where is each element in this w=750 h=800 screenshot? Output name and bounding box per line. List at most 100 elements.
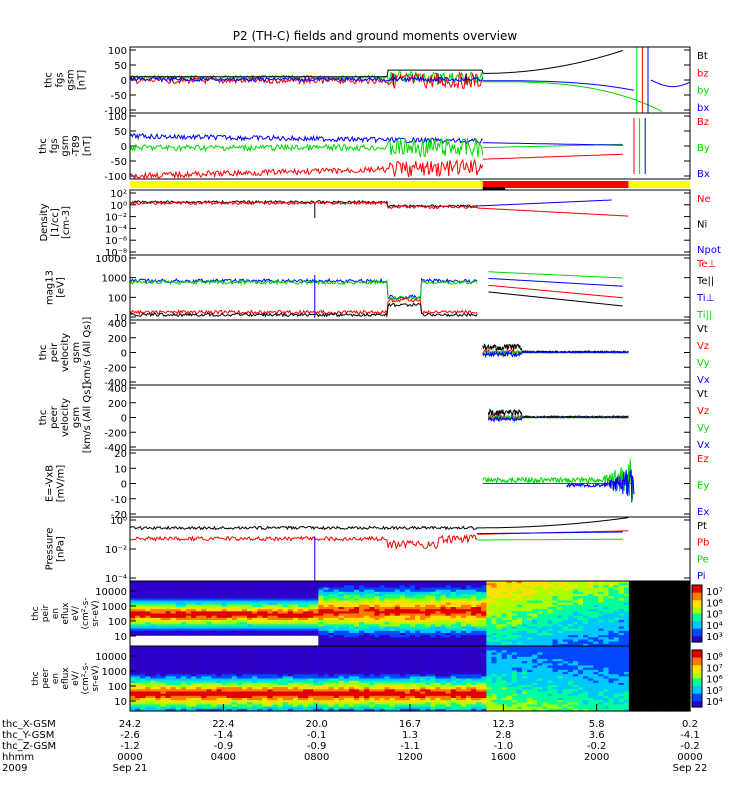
spectrogram-cell bbox=[359, 682, 365, 686]
spectrogram-cell bbox=[328, 628, 335, 632]
spectrogram-cell bbox=[318, 628, 325, 632]
spectrogram-cell bbox=[394, 656, 401, 660]
spectrogram-cell bbox=[201, 674, 207, 677]
spectrogram-cell bbox=[542, 633, 549, 636]
spectrogram-cell bbox=[547, 622, 554, 625]
spectrogram-cell bbox=[292, 652, 299, 656]
spectrogram-cell bbox=[150, 615, 157, 619]
spectrogram-cell bbox=[415, 624, 421, 628]
spectrogram-cell bbox=[364, 676, 370, 680]
spectrogram-cell bbox=[603, 607, 610, 610]
spectrogram-cell bbox=[267, 693, 274, 697]
spectrogram-cell bbox=[679, 607, 686, 610]
spectrogram-cell bbox=[466, 628, 472, 632]
spectrogram-cell bbox=[394, 702, 401, 706]
spectrogram-cell bbox=[191, 587, 197, 591]
spectrogram-cell bbox=[542, 581, 549, 584]
spectrogram-cell bbox=[598, 581, 605, 584]
spectrogram-cell bbox=[527, 594, 533, 597]
spectrogram-cell bbox=[618, 615, 625, 619]
spectrogram-cell bbox=[501, 587, 508, 591]
spectrogram-cell bbox=[318, 700, 325, 703]
spectrogram-cell bbox=[481, 639, 487, 643]
spectrogram-cell bbox=[303, 622, 309, 625]
spectrogram-cell bbox=[460, 581, 467, 584]
spectrogram-cell bbox=[491, 628, 498, 632]
spectrogram-cell bbox=[272, 611, 279, 615]
spectrogram-cell bbox=[287, 706, 294, 710]
spectrogram-cell bbox=[379, 630, 386, 634]
spectrogram-cell bbox=[247, 615, 253, 619]
spectrogram-cell bbox=[364, 656, 370, 660]
spectrogram-cell bbox=[150, 689, 157, 693]
spectrogram-cell bbox=[338, 682, 345, 686]
spectrogram-cell bbox=[277, 676, 284, 680]
y-tick-label: 0 bbox=[121, 76, 127, 87]
spectrogram-cell bbox=[537, 600, 543, 604]
spectrogram-cell bbox=[369, 652, 375, 656]
spectrogram-cell bbox=[618, 620, 625, 623]
spectrogram-cell bbox=[231, 615, 238, 619]
spectrogram-cell bbox=[379, 676, 386, 680]
spectrogram-cell bbox=[155, 585, 162, 589]
spectrogram-cell bbox=[399, 630, 406, 634]
spectrogram-cell bbox=[359, 650, 365, 654]
spectrogram-cell bbox=[481, 609, 487, 612]
spectrogram-cell bbox=[404, 630, 411, 634]
spectrogram-cell bbox=[542, 622, 549, 625]
spectrogram-cell bbox=[583, 639, 589, 643]
spectrogram-cell bbox=[354, 643, 360, 647]
spectrogram-cell bbox=[425, 600, 431, 604]
spectrogram-cell bbox=[196, 661, 202, 664]
spectrogram-cell bbox=[384, 648, 391, 651]
spectrogram-cell bbox=[262, 624, 269, 628]
spectrogram-cell bbox=[282, 704, 289, 708]
spectrogram-cell bbox=[247, 691, 253, 695]
spectrogram-cell bbox=[231, 661, 238, 664]
spectrogram-cell bbox=[160, 661, 167, 664]
legend-entry: Te⊥ bbox=[696, 259, 716, 270]
spectrogram-cell bbox=[369, 646, 375, 649]
spectrogram-cell bbox=[348, 626, 355, 630]
spectrogram-cell bbox=[343, 652, 350, 656]
spectrogram-cell bbox=[180, 583, 187, 586]
spectrogram-cell bbox=[460, 617, 467, 621]
spectrogram-cell bbox=[547, 583, 554, 586]
spectrogram-cell bbox=[226, 622, 233, 625]
spectrogram-cell bbox=[145, 689, 151, 693]
spectrogram-cell bbox=[527, 641, 533, 645]
spectrogram-cell bbox=[252, 704, 258, 708]
spectrogram-cell bbox=[236, 661, 243, 664]
spectrogram-cell bbox=[608, 637, 615, 641]
spectrogram-cell bbox=[226, 685, 233, 688]
spectrogram-cell bbox=[206, 607, 213, 610]
spectrogram-cell bbox=[404, 628, 411, 632]
spectrogram-cell bbox=[466, 635, 472, 638]
spectrogram-cell bbox=[527, 613, 533, 617]
spectrogram-cell bbox=[399, 622, 406, 625]
spectrogram-cell bbox=[343, 687, 350, 690]
spectrogram-cell bbox=[160, 596, 167, 599]
spectrogram-cell bbox=[369, 661, 375, 664]
spectrogram-cell bbox=[135, 617, 141, 621]
spectrogram-cell bbox=[410, 604, 416, 608]
spectrogram-cell bbox=[532, 643, 538, 647]
spectrogram-cell bbox=[333, 687, 340, 690]
spectrogram-cell bbox=[130, 656, 136, 660]
spectrogram-cell bbox=[572, 591, 579, 595]
spectrogram-cell bbox=[338, 700, 345, 703]
spectrogram-cell bbox=[562, 598, 569, 602]
spectrogram-cell bbox=[150, 685, 157, 688]
spectrogram-cell bbox=[328, 600, 335, 604]
spectrogram-cell bbox=[522, 604, 528, 608]
spectrogram-cell bbox=[613, 585, 620, 589]
spectrogram-cell bbox=[562, 585, 569, 589]
spectrogram-cell bbox=[262, 628, 269, 632]
spectrogram-cell bbox=[593, 639, 599, 643]
spectrogram-cell bbox=[455, 596, 462, 599]
spectrogram-cell bbox=[343, 654, 350, 658]
spectrogram-cell bbox=[588, 637, 594, 641]
spectrogram-cell bbox=[252, 676, 258, 680]
spectrogram-cell bbox=[140, 678, 146, 682]
